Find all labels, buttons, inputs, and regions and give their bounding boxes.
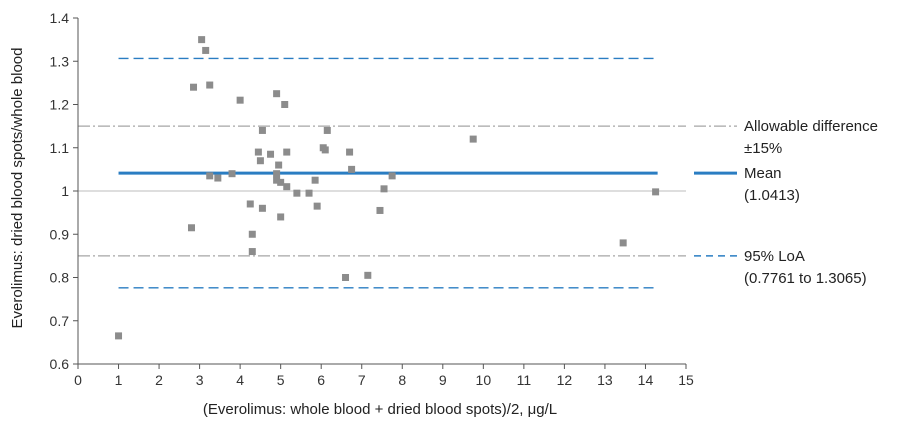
data-point [248, 248, 256, 256]
legend-label-mean: (1.0413) [744, 187, 800, 204]
x-tick-label: 6 [317, 372, 325, 388]
data-point [258, 204, 266, 212]
data-point [313, 202, 321, 210]
data-points [115, 36, 660, 340]
y-tick-label: 0.9 [50, 226, 70, 242]
data-point [228, 170, 236, 178]
data-point [277, 178, 285, 186]
x-tick-label: 9 [439, 372, 447, 388]
data-point [275, 161, 283, 169]
data-point [321, 146, 329, 154]
data-point [248, 230, 256, 238]
data-point [246, 200, 254, 208]
data-point [187, 224, 195, 232]
data-point [190, 83, 198, 91]
data-point [273, 90, 281, 98]
legend-label-loa: (0.7761 to 1.3065) [744, 270, 867, 287]
data-point [277, 213, 285, 221]
data-point [364, 271, 372, 279]
data-point [115, 332, 123, 340]
data-point [323, 126, 331, 134]
x-tick-label: 15 [678, 372, 694, 388]
data-point [202, 46, 210, 54]
data-point [281, 101, 289, 108]
x-tick-label: 12 [557, 372, 573, 388]
data-point [342, 274, 350, 281]
x-tick-label: 7 [358, 372, 366, 388]
data-point [273, 176, 281, 184]
data-point [388, 172, 396, 180]
x-tick-label: 14 [638, 372, 654, 388]
x-tick-label: 0 [74, 372, 82, 388]
y-tick-label: 1 [61, 183, 69, 199]
data-point [258, 126, 266, 134]
y-tick-label: 1.3 [50, 53, 70, 69]
data-point [198, 36, 206, 44]
legend-label-allowable: Allowable difference [744, 118, 878, 135]
x-tick-label: 3 [196, 372, 204, 388]
y-axis-title: Everolimus: dried blood spots/whole bloo… [9, 48, 26, 329]
data-point [214, 174, 222, 182]
data-point [256, 157, 264, 165]
legend-label-mean: Mean [744, 165, 782, 182]
y-tick-label: 1.4 [50, 10, 70, 26]
x-axis-title: (Everolimus: whole blood + dried blood s… [203, 401, 557, 418]
data-point [236, 96, 244, 104]
y-tick-label: 0.8 [50, 270, 70, 286]
axes: 0.60.70.80.911.11.21.31.40 1 2 3 4 5 6 7 8 9 10 11 1… [50, 10, 694, 388]
data-point [254, 148, 262, 156]
data-point [311, 176, 319, 184]
data-point [469, 135, 477, 143]
y-tick-label: 0.7 [50, 313, 70, 329]
data-point [348, 165, 356, 173]
data-point [283, 148, 291, 156]
y-tick-label: 1.1 [50, 140, 70, 156]
data-point [283, 183, 291, 191]
data-point [346, 148, 354, 156]
reference-lines [78, 57, 686, 289]
data-point [619, 239, 627, 247]
x-tick-label: 13 [597, 372, 613, 388]
data-point [305, 189, 313, 197]
data-point [206, 172, 214, 180]
x-tick-label: 2 [155, 372, 163, 388]
data-point [293, 189, 301, 197]
data-point [273, 170, 281, 178]
x-tick-label: 8 [398, 372, 406, 388]
y-tick-label: 0.6 [50, 356, 70, 372]
data-point [652, 188, 660, 196]
x-tick-label: 5 [277, 372, 285, 388]
legend: Allowable difference ±15% Mean (1.0413) 95% … [694, 118, 878, 287]
x-tick-label: 4 [236, 372, 244, 388]
legend-label-loa: 95% LoA [744, 248, 805, 265]
data-point [380, 185, 388, 193]
data-point [206, 81, 214, 89]
x-tick-label: 11 [517, 372, 532, 388]
data-point [267, 150, 275, 158]
legend-label-allowable: ±15% [744, 140, 782, 157]
x-tick-label: 10 [476, 372, 492, 388]
x-tick-label: 1 [115, 372, 123, 388]
data-point [376, 206, 384, 214]
y-tick-label: 1.2 [50, 97, 70, 113]
